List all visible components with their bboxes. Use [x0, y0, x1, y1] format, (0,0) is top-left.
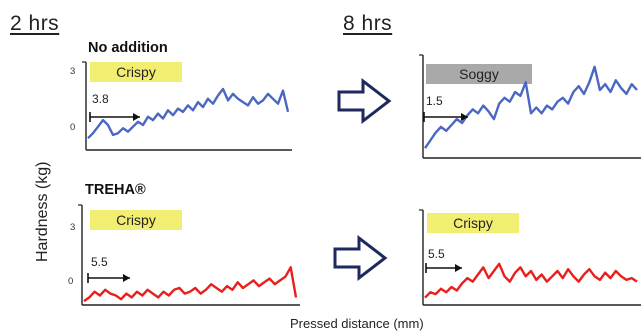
series-line-top-left: [87, 87, 290, 140]
peak-distance-bottom-left: 5.5: [91, 255, 108, 269]
tag-soggy-top-right: Soggy: [426, 64, 532, 84]
ytick-bottom-0: 0: [68, 276, 74, 287]
tag-crispy-bottom-right: Crispy: [427, 213, 519, 233]
distance-arrowhead-bottom-left: [123, 274, 130, 282]
time-label-2hrs: 2 hrs: [10, 12, 60, 35]
distance-arrowhead-top-right: [461, 113, 468, 121]
ytick-bottom-3: 3: [70, 222, 76, 233]
condition-label-treha: TREHA®: [85, 182, 146, 198]
series-line-bottom-left: [83, 266, 298, 303]
transition-arrow-bottom: [333, 234, 388, 282]
distance-arrowhead-bottom-right: [455, 264, 462, 272]
ytick-top-0: 0: [70, 122, 76, 133]
time-label-8hrs: 8 hrs: [343, 12, 393, 35]
peak-distance-top-left: 3.8: [92, 92, 109, 106]
tag-crispy-top-left: Crispy: [90, 62, 182, 82]
peak-distance-top-right: 1.5: [426, 94, 443, 108]
series-line-top-right: [424, 65, 638, 149]
peak-distance-bottom-right: 5.5: [428, 247, 445, 261]
transition-arrow-top: [337, 77, 392, 125]
series-line-bottom-right: [424, 262, 638, 299]
condition-label-no-addition: No addition: [88, 40, 168, 56]
x-axis-title: Pressed distance (mm): [290, 316, 424, 331]
ytick-top-3: 3: [70, 66, 76, 77]
distance-arrowhead-top-left: [133, 113, 140, 121]
tag-crispy-bottom-left: Crispy: [90, 210, 182, 230]
